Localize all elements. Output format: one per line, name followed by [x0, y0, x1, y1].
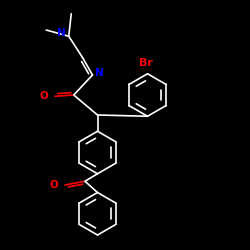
Text: N: N	[96, 68, 104, 78]
Text: N: N	[58, 28, 66, 38]
Text: Br: Br	[139, 58, 153, 68]
Text: O: O	[40, 91, 49, 101]
Text: O: O	[50, 180, 58, 190]
